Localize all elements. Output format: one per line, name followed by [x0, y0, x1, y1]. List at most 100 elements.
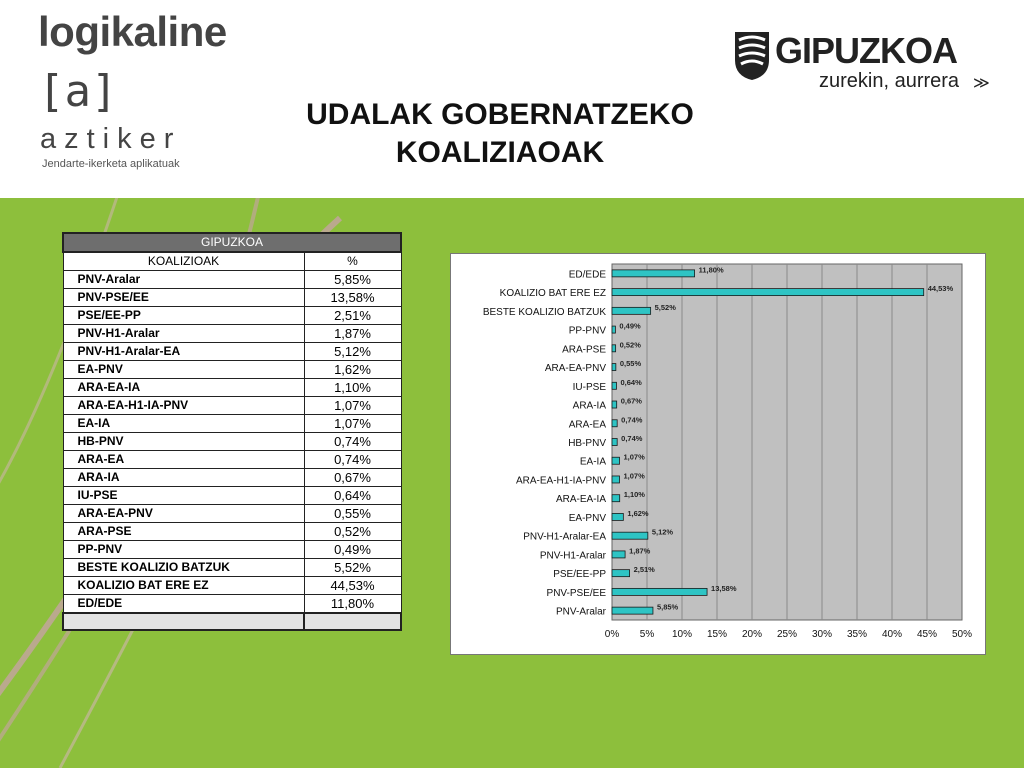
data-label: 2,51%	[634, 565, 656, 574]
coalition-value: 5,85%	[303, 270, 402, 289]
category-label: EA-IA	[580, 457, 606, 468]
coalition-name: PNV-Aralar	[62, 270, 305, 289]
bar	[611, 475, 620, 484]
category-label: ARA-EA	[569, 419, 607, 430]
table-row: ARA-EA-H1-IA-PNV 1,07%	[62, 396, 402, 415]
bar	[611, 531, 649, 540]
x-tick-label: 45%	[917, 629, 937, 640]
data-label: 5,85%	[657, 603, 679, 612]
category-label: PSE/EE-PP	[553, 569, 606, 580]
column-header-value: %	[303, 251, 402, 271]
coalition-value: 0,55%	[303, 504, 402, 523]
table-row: PNV-H1-Aralar 1,87%	[62, 324, 402, 343]
coalition-value: 2,51%	[303, 306, 402, 325]
table-row: IU-PSE 0,64%	[62, 486, 402, 505]
x-tick-label: 30%	[812, 629, 832, 640]
coalition-value: 5,12%	[303, 342, 402, 361]
table-header-row: KOALIZIOAK %	[62, 251, 402, 271]
data-label: 13,58%	[711, 584, 737, 593]
logikaline-logo: logikaline	[38, 8, 227, 55]
coalition-value: 44,53%	[303, 576, 402, 595]
x-tick-label: 50%	[952, 629, 972, 640]
table-footer-cell	[62, 612, 305, 631]
data-label: 0,67%	[621, 397, 643, 406]
double-chevron-icon: ≫	[973, 75, 990, 92]
page-title-line2: KOALIZIAOAK	[395, 136, 605, 169]
table-row: EA-IA 1,07%	[62, 414, 402, 433]
bar	[611, 456, 620, 465]
data-label: 1,07%	[623, 471, 645, 480]
coalition-name: PSE/EE-PP	[62, 306, 305, 325]
coalition-value: 0,64%	[303, 486, 402, 505]
bar	[611, 550, 626, 559]
coalition-value: 1,87%	[303, 324, 402, 343]
coalition-name: PNV-H1-Aralar	[62, 324, 305, 343]
bar	[611, 419, 618, 428]
x-tick-label: 10%	[672, 629, 692, 640]
coalition-value: 0,74%	[303, 450, 402, 469]
coalition-name: ARA-EA-H1-IA-PNV	[62, 396, 305, 415]
gipuzkoa-logo: GIPUZKOA zurekin, aurrera ≫	[733, 30, 990, 102]
coalition-name: PNV-H1-Aralar-EA	[62, 342, 305, 361]
x-tick-label: 15%	[707, 629, 727, 640]
table-row: EA-PNV 1,62%	[62, 360, 402, 379]
gipuzkoa-name: GIPUZKOA	[775, 30, 958, 71]
table-row: PNV-Aralar 5,85%	[62, 270, 402, 289]
x-tick-label: 40%	[882, 629, 902, 640]
coalition-value: 0,74%	[303, 432, 402, 451]
table-row: ED/EDE 11,80%	[62, 594, 402, 614]
coalition-name: ARA-EA-PNV	[62, 504, 305, 523]
coalition-value: 5,52%	[303, 558, 402, 577]
coalition-name: ARA-IA	[62, 468, 305, 487]
bar	[611, 513, 624, 521]
data-label: 1,87%	[629, 546, 651, 555]
data-label: 0,74%	[621, 415, 643, 424]
chart-panel: 0% 5% 10% 15% 20% 25% 30% 35% 40% 45% 50% ED/EDE 11,…	[450, 253, 986, 655]
bar	[611, 381, 617, 390]
coalition-name: EA-PNV	[62, 360, 305, 379]
bar	[611, 569, 630, 578]
table-title: GIPUZKOA	[62, 232, 402, 253]
table-row: PNV-H1-Aralar-EA 5,12%	[62, 342, 402, 361]
header: logikaline [a] aztiker Jendarte-ikerketa…	[0, 0, 1024, 198]
x-tick-label: 20%	[742, 629, 762, 640]
category-label: ARA-EA-H1-IA-PNV	[516, 475, 606, 486]
data-label: 0,52%	[620, 340, 642, 349]
coalition-name: IU-PSE	[62, 486, 305, 505]
category-label: ARA-EA-PNV	[545, 363, 606, 374]
coalition-name: PP-PNV	[62, 540, 305, 559]
data-label: 1,07%	[623, 453, 645, 462]
data-label: 0,49%	[619, 322, 641, 331]
category-label: HB-PNV	[568, 438, 606, 449]
table-title-row: GIPUZKOA	[62, 232, 402, 253]
coalition-value: 1,07%	[303, 414, 402, 433]
coalition-name: ED/EDE	[62, 594, 305, 614]
data-label: 0,64%	[620, 378, 642, 387]
table-row: ARA-EA-PNV 0,55%	[62, 504, 402, 523]
table-row: HB-PNV 0,74%	[62, 432, 402, 451]
a-bracket-logo: [a]	[38, 66, 118, 117]
gipuzkoa-shield-icon	[735, 32, 769, 80]
data-label: 0,55%	[620, 359, 642, 368]
data-label: 44,53%	[928, 284, 954, 293]
category-label: ARA-IA	[573, 401, 607, 412]
coalition-name: BESTE KOALIZIO BATZUK	[62, 558, 305, 577]
page-title: UDALAK GOBERNATZEKO KOALIZIAOAK	[260, 96, 740, 172]
coalitions-table: GIPUZKOA KOALIZIOAK % PNV-Aralar 5,85% PNV…	[62, 232, 402, 631]
table-row: PP-PNV 0,49%	[62, 540, 402, 559]
x-tick-label: 35%	[847, 629, 867, 640]
page-title-line1: UDALAK GOBERNATZEKO	[306, 98, 694, 131]
coalition-value: 0,67%	[303, 468, 402, 487]
bar	[611, 269, 695, 278]
bar	[611, 438, 618, 446]
data-label: 11,80%	[699, 265, 724, 274]
table-row: ARA-IA 0,67%	[62, 468, 402, 487]
table-row: ARA-PSE 0,52%	[62, 522, 402, 541]
coalition-value: 0,52%	[303, 522, 402, 541]
bar	[611, 325, 616, 334]
category-label: PP-PNV	[569, 326, 607, 337]
bar	[611, 606, 654, 615]
bar	[611, 363, 617, 371]
coalition-value: 1,10%	[303, 378, 402, 397]
coalition-value: 11,80%	[303, 594, 402, 614]
